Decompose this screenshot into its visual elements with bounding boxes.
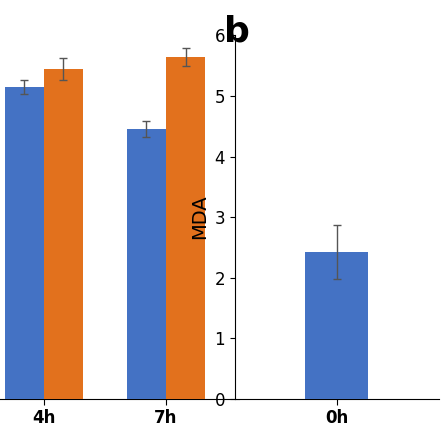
Bar	[127, 129, 166, 399]
Bar	[166, 57, 205, 399]
Y-axis label: MDA: MDA	[190, 195, 209, 239]
Bar	[44, 69, 83, 399]
Bar	[305, 252, 368, 399]
Bar	[5, 87, 44, 399]
Text: b: b	[224, 14, 250, 48]
